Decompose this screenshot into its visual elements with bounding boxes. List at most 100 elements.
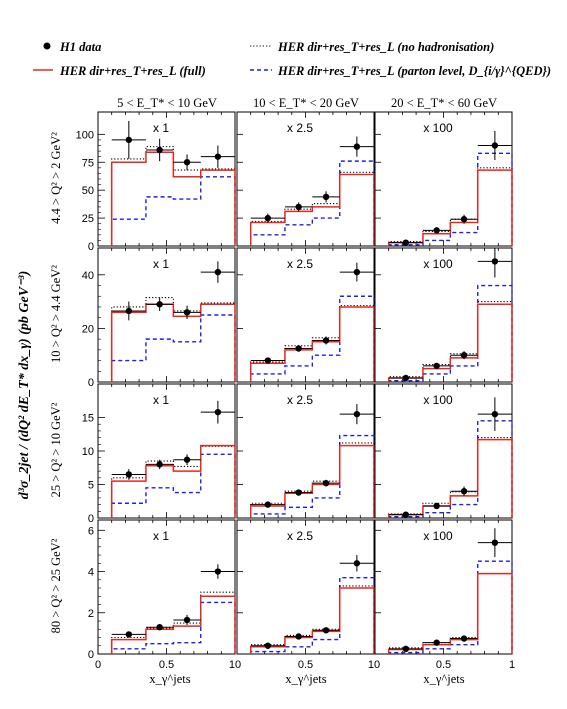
y-tick-label: 0 bbox=[88, 377, 94, 389]
x-tick-label: 1 bbox=[509, 659, 515, 671]
x-axis-title-col-0: x_γ^jets bbox=[149, 672, 190, 686]
data-point bbox=[295, 203, 302, 211]
row-label-1: 10 > Q² > 4.4 GeV² bbox=[49, 265, 63, 363]
row-labels: 4.4 > Q² > 2 GeV² 10 > Q² > 4.4 GeV² 25 … bbox=[49, 132, 63, 634]
y-tick-label: 25 bbox=[82, 213, 94, 225]
data-point bbox=[264, 642, 272, 649]
series-parton-level bbox=[111, 601, 236, 654]
legend-marker-h1-data bbox=[43, 42, 51, 50]
data-point bbox=[402, 645, 410, 653]
x-tick-label: 0.5 bbox=[436, 659, 451, 671]
y-tick-label: 2 bbox=[88, 608, 94, 620]
data-point bbox=[125, 471, 133, 478]
panel-r0-c2: x 100 bbox=[374, 111, 513, 247]
series-parton-level bbox=[250, 295, 375, 382]
series-no-hadronisation bbox=[111, 445, 236, 518]
data-point bbox=[156, 146, 163, 154]
data-point bbox=[156, 301, 163, 308]
scale-factor-label: x 100 bbox=[423, 393, 453, 407]
data-point bbox=[353, 143, 361, 150]
panel-r0-c1: x 2.5 bbox=[236, 111, 375, 247]
y-tick-label: 75 bbox=[82, 157, 94, 169]
series-parton-level bbox=[250, 577, 375, 654]
data-point bbox=[156, 461, 163, 468]
scale-factor-label: x 100 bbox=[423, 257, 453, 271]
panel-r3-c1: x 2.5 0.5 10 bbox=[236, 519, 380, 671]
data-point bbox=[402, 374, 410, 382]
scale-factor-label: x 100 bbox=[423, 121, 453, 135]
data-point bbox=[125, 307, 133, 315]
x-tick-label: 10 bbox=[229, 659, 241, 671]
panel-r0-c0: 0 25 50 75 100 x 1 bbox=[76, 111, 236, 253]
series-parton-level bbox=[388, 284, 513, 382]
series-full bbox=[110, 595, 236, 654]
data-point bbox=[433, 639, 440, 646]
x-axis-title-col-1: x_γ^jets bbox=[285, 672, 326, 686]
panel-r1-c1: x 2.5 bbox=[236, 247, 375, 383]
data-point bbox=[183, 309, 191, 316]
legend: H1 data HER dir+res_T+res_L (no hadronis… bbox=[33, 40, 551, 78]
scale-factor-label: x 2.5 bbox=[287, 529, 313, 543]
legend-label-no-hadronisation: HER dir+res_T+res_L (no hadronisation) bbox=[277, 40, 494, 54]
scale-factor-label: x 2.5 bbox=[287, 393, 313, 407]
y-axis-title: d³σ_2jet / (dQ² dE_T* dx_γ) (pb GeV⁻³) bbox=[17, 271, 32, 500]
row-label-0: 4.4 > Q² > 2 GeV² bbox=[49, 132, 63, 224]
y-tick-label: 10 bbox=[82, 446, 94, 458]
scale-factor-label: x 1 bbox=[153, 393, 169, 407]
x-axis-title-col-2: x_γ^jets bbox=[423, 672, 464, 686]
panel-r2-c0: 0 5 10 15 x 1 bbox=[82, 383, 236, 525]
data-point bbox=[460, 352, 468, 359]
scale-factor-label: x 100 bbox=[423, 529, 453, 543]
data-point bbox=[491, 539, 499, 546]
series-parton-level bbox=[250, 160, 375, 246]
panel-r2-c1: x 2.5 bbox=[236, 383, 375, 519]
y-tick-label: 0 bbox=[88, 649, 94, 661]
data-point bbox=[156, 624, 163, 631]
legend-label-parton-level: HER dir+res_T+res_L (parton level, D_{i/… bbox=[277, 64, 551, 78]
data-point bbox=[295, 345, 302, 352]
data-point bbox=[183, 616, 191, 624]
y-tick-label: 0 bbox=[88, 513, 94, 525]
data-point bbox=[353, 410, 361, 418]
data-point bbox=[491, 142, 499, 149]
y-tick-label: 100 bbox=[76, 129, 94, 141]
legend-label-h1-data: H1 data bbox=[59, 40, 101, 54]
data-point bbox=[295, 633, 302, 640]
y-tick-label: 40 bbox=[82, 270, 94, 282]
series-parton-level bbox=[111, 453, 236, 518]
data-point bbox=[322, 337, 330, 344]
scale-factor-label: x 2.5 bbox=[287, 121, 313, 135]
y-tick-label: 15 bbox=[82, 413, 94, 425]
series-no-hadronisation bbox=[388, 437, 513, 518]
data-point bbox=[264, 501, 272, 508]
row-label-3: 80 > Q² > 25 GeV² bbox=[49, 538, 63, 633]
data-point bbox=[353, 268, 361, 276]
y-tick-label: 50 bbox=[82, 185, 94, 197]
data-point bbox=[491, 258, 499, 265]
y-tick-label: 5 bbox=[88, 480, 94, 492]
column-headers: 5 < E_T* < 10 GeV 10 < E_T* < 20 GeV 20 … bbox=[117, 96, 497, 110]
series-full bbox=[110, 151, 236, 246]
series-parton-level bbox=[388, 560, 513, 654]
data-point bbox=[183, 456, 191, 463]
y-tick-label: 20 bbox=[82, 323, 94, 335]
data-point bbox=[322, 193, 330, 201]
x-tick-label: 0.5 bbox=[159, 659, 174, 671]
data-point bbox=[125, 631, 133, 638]
x-axis-titles: x_γ^jets x_γ^jets x_γ^jets bbox=[149, 672, 464, 686]
panel-r1-c2: x 100 bbox=[374, 247, 513, 383]
series-full bbox=[110, 444, 236, 518]
data-point bbox=[402, 239, 410, 246]
data-point bbox=[433, 362, 440, 370]
series-parton-level bbox=[250, 434, 375, 518]
data-point bbox=[433, 502, 440, 510]
row-label-2: 25 > Q² > 10 GeV² bbox=[49, 402, 63, 497]
data-point bbox=[433, 227, 440, 234]
data-point bbox=[353, 560, 361, 567]
series-parton-level bbox=[111, 314, 236, 382]
panel-r3-c2: x 100 0.5 1 bbox=[374, 519, 515, 671]
data-point bbox=[460, 635, 468, 642]
scale-factor-label: x 2.5 bbox=[287, 257, 313, 271]
